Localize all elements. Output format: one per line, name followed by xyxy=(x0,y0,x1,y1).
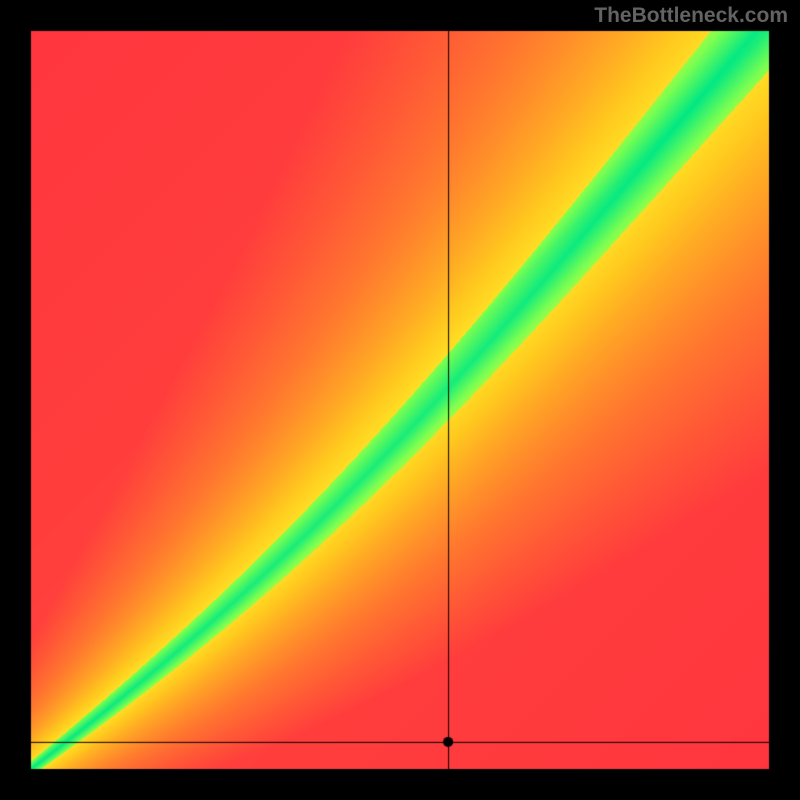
chart-container: TheBottleneck.com xyxy=(0,0,800,800)
heatmap-canvas xyxy=(0,0,800,800)
watermark-text: TheBottleneck.com xyxy=(594,4,788,28)
